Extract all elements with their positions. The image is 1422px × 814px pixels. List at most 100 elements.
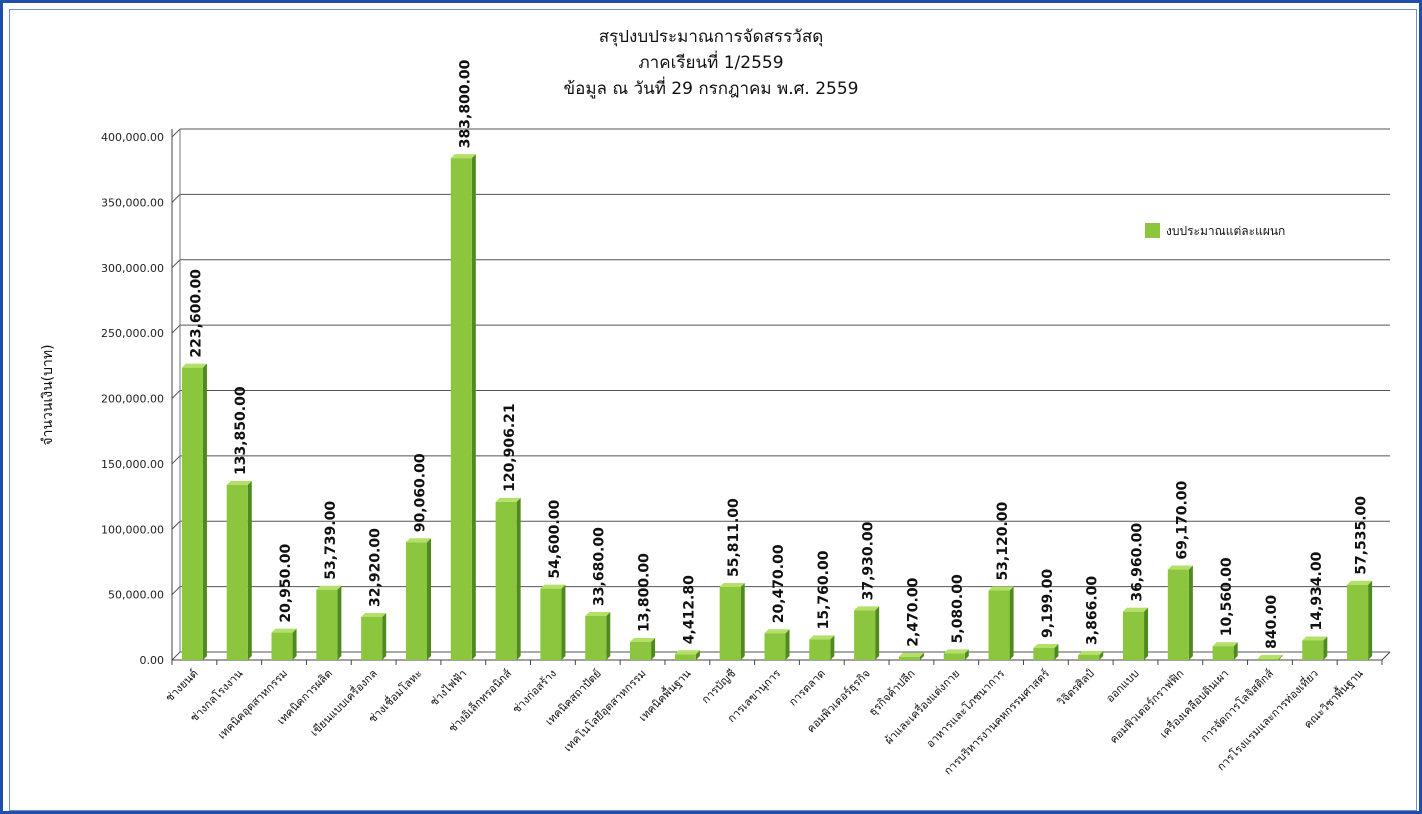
bar-top bbox=[271, 628, 297, 633]
data-label: 133,850.00 bbox=[233, 386, 249, 475]
floor-edge bbox=[1381, 651, 1391, 661]
bar-top bbox=[495, 497, 521, 502]
data-label: 5,080.00 bbox=[950, 574, 966, 643]
bars bbox=[181, 154, 1373, 660]
bar-top bbox=[630, 637, 656, 642]
bar-side bbox=[1054, 643, 1059, 660]
chart-title-line-2: ภาคเรียนที่ 1/2559 bbox=[638, 50, 783, 73]
data-label: 33,680.00 bbox=[592, 527, 608, 606]
bar bbox=[495, 497, 521, 660]
y-tick-label: 50,000.00 bbox=[108, 589, 164, 602]
bar bbox=[226, 480, 252, 660]
bar-side bbox=[1233, 642, 1238, 660]
data-label: 13,800.00 bbox=[637, 553, 653, 632]
bar-side bbox=[1278, 654, 1283, 660]
bar-side bbox=[1099, 650, 1104, 660]
bar bbox=[1122, 607, 1149, 660]
bar-front bbox=[316, 589, 338, 660]
category-label: วิจิตรศิลป์ bbox=[1054, 667, 1097, 710]
bar-side bbox=[875, 606, 880, 660]
bar bbox=[854, 606, 880, 660]
category-label: การตลาด bbox=[786, 667, 828, 709]
bar-top bbox=[361, 612, 387, 617]
y-tick-label: 150,000.00 bbox=[101, 458, 164, 471]
bar-front bbox=[361, 616, 383, 660]
bar bbox=[764, 629, 790, 660]
data-label: 20,470.00 bbox=[771, 544, 787, 623]
bar-side bbox=[830, 635, 835, 660]
bar-front bbox=[674, 654, 696, 660]
bar-side bbox=[427, 538, 432, 660]
bar-front bbox=[809, 639, 831, 660]
bar bbox=[674, 650, 700, 660]
chart-title: สรุปงบประมาณการจัดสรรวัสดุภาคเรียนที่ 1/… bbox=[564, 27, 859, 99]
bar bbox=[809, 635, 835, 660]
data-label: 69,170.00 bbox=[1174, 480, 1190, 559]
bar-side bbox=[382, 612, 387, 660]
gridline-depth bbox=[171, 194, 181, 203]
bar-side bbox=[606, 611, 611, 660]
bar-top bbox=[1347, 580, 1373, 585]
bar-top bbox=[405, 538, 432, 543]
bar-front bbox=[1212, 646, 1234, 660]
bar-top bbox=[585, 611, 611, 616]
y-tick-label: 350,000.00 bbox=[101, 196, 164, 209]
bar-side bbox=[964, 649, 969, 660]
bar-front bbox=[943, 653, 965, 660]
data-label: 14,934.00 bbox=[1309, 551, 1325, 630]
bar bbox=[898, 652, 924, 660]
bar bbox=[1078, 650, 1104, 660]
bar-front bbox=[854, 610, 876, 660]
data-label: 3,866.00 bbox=[1085, 576, 1101, 645]
bar-top bbox=[764, 629, 790, 634]
category-label: ช่างยนต์ bbox=[163, 667, 201, 705]
legend-label: งบประมาณแต่ละแผนก bbox=[1166, 224, 1285, 238]
bar-front bbox=[1122, 611, 1145, 660]
category-label: การบัญชี bbox=[699, 667, 738, 706]
bar bbox=[540, 584, 566, 660]
category-label: คอมพิวเตอร์กราฟฟิก bbox=[1107, 667, 1186, 746]
gridlines bbox=[171, 128, 1390, 661]
data-label: 2,470.00 bbox=[905, 577, 921, 646]
bar-front bbox=[719, 587, 741, 660]
category-labels: ช่างยนต์ช่างกลโรงงานเทคนิคอุตสาหกรรมเทคน… bbox=[163, 665, 1366, 777]
bar bbox=[1167, 565, 1193, 660]
bar-side bbox=[1144, 607, 1149, 660]
bar bbox=[943, 649, 969, 660]
data-label: 37,930.00 bbox=[861, 521, 877, 600]
bar-top bbox=[1078, 650, 1104, 655]
y-tick-label: 0.00 bbox=[140, 654, 165, 667]
bar-top bbox=[988, 586, 1014, 591]
bar bbox=[1033, 643, 1059, 660]
data-label: 53,120.00 bbox=[995, 501, 1011, 580]
bar-top bbox=[316, 585, 342, 590]
bar-top bbox=[540, 584, 566, 589]
bar-side bbox=[695, 650, 700, 660]
data-label: 53,739.00 bbox=[323, 501, 339, 580]
bar-front bbox=[271, 632, 293, 660]
category-label: อาหารและโภชนาการ bbox=[923, 666, 1007, 750]
bar-side bbox=[516, 497, 521, 660]
bar-side bbox=[1368, 580, 1373, 660]
legend-swatch bbox=[1145, 223, 1160, 238]
data-label: 54,600.00 bbox=[547, 500, 563, 579]
gridline-depth bbox=[171, 324, 181, 334]
gridline-depth bbox=[171, 651, 181, 661]
data-label: 10,560.00 bbox=[1219, 557, 1235, 636]
data-label: 383,800.00 bbox=[457, 59, 473, 148]
bar bbox=[271, 628, 297, 660]
data-label: 9,199.00 bbox=[1040, 569, 1056, 638]
bar-front bbox=[988, 590, 1010, 660]
bar bbox=[181, 363, 207, 660]
data-label: 55,811.00 bbox=[726, 498, 742, 577]
data-label: 223,600.00 bbox=[188, 269, 204, 358]
y-tick-labels: 0.00 50,000.00 100,000.00 150,000.00 200,000… bbox=[101, 131, 164, 667]
y-tick-label: 100,000.00 bbox=[101, 523, 164, 536]
bar bbox=[405, 538, 432, 660]
bar-front bbox=[495, 501, 517, 660]
y-tick-label: 200,000.00 bbox=[101, 393, 164, 406]
data-label: 4,412.80 bbox=[681, 575, 697, 644]
bar-front bbox=[540, 588, 562, 660]
chart-title-line-3: ข้อมูล ณ วันที่ 29 กรกฎาคม พ.ศ. 2559 bbox=[564, 76, 859, 99]
